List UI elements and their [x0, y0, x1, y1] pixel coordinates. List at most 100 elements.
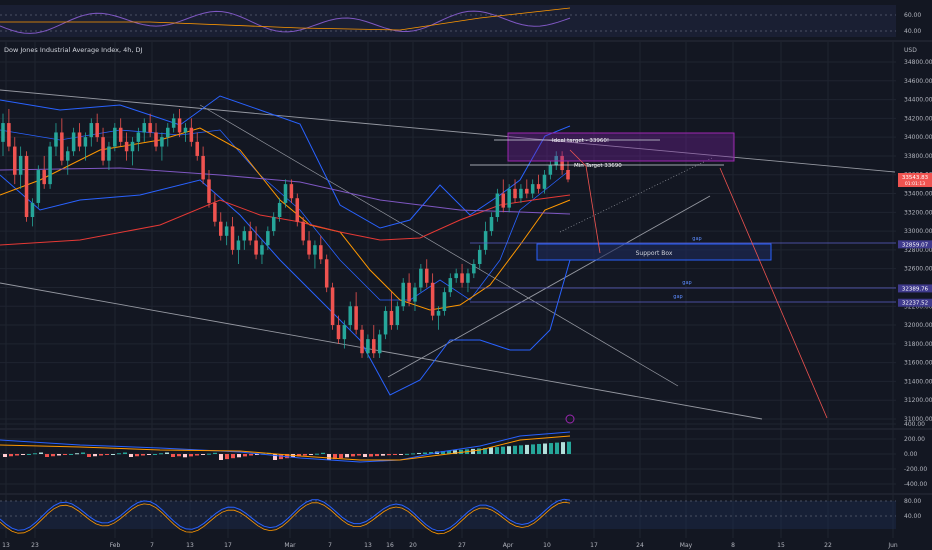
price-tick-label: 33800.00: [904, 153, 932, 160]
candle-body: [42, 170, 46, 185]
candle-body: [224, 226, 229, 236]
rsi-top-tick-40: 40.00: [904, 28, 921, 35]
candle-body: [107, 146, 111, 161]
macd-histogram-bar: [255, 454, 259, 455]
candle-body: [466, 273, 470, 283]
price-tick-label: 34800.00: [904, 59, 932, 66]
candle-body: [454, 273, 458, 279]
candle-body: [354, 306, 358, 330]
candle-body: [289, 184, 294, 199]
level-badge: [898, 298, 932, 307]
macd-histogram-bar: [531, 444, 535, 454]
currency-label: USD: [904, 47, 917, 54]
macd-histogram-bar: [303, 454, 307, 456]
stoch-rsi-pane: 80.00 40.00: [0, 498, 921, 535]
macd-tick-label: 400.00: [904, 421, 925, 428]
candle-body: [24, 155, 29, 218]
candle-body: [95, 123, 99, 138]
ideal-target-box: [507, 132, 735, 162]
candle-body: [377, 334, 382, 354]
macd-histogram-bar: [495, 447, 499, 454]
macd-histogram-bar: [561, 442, 565, 454]
macd-histogram-bar: [381, 454, 385, 456]
time-tick-label: 27: [458, 542, 466, 549]
price-tick-label: 31000.00: [904, 416, 932, 423]
candle-body: [407, 282, 411, 302]
macd-histogram-bar: [189, 454, 193, 457]
rsi-top-pane: 60.00 40.00: [0, 5, 921, 37]
macd-histogram-bar: [183, 454, 187, 458]
macd-histogram-bar: [93, 454, 97, 457]
macd-histogram-bar: [45, 454, 49, 457]
macd-histogram-bar: [111, 454, 115, 455]
time-tick-label: 15: [777, 542, 785, 549]
time-tick-label: 20: [409, 542, 417, 549]
time-tick-label: 13: [364, 542, 372, 549]
projection-arrow-down-long: [719, 167, 828, 419]
macd-histogram-bar: [441, 451, 445, 454]
macd-histogram-bar: [9, 454, 13, 457]
candle-body: [319, 245, 323, 260]
stoch-tick-40: 40.00: [904, 513, 921, 520]
projection-arrow-down-short: [585, 165, 601, 254]
macd-histogram-bar: [225, 454, 229, 460]
macd-histogram-bar: [249, 454, 253, 456]
trendline-mid: [199, 104, 679, 387]
candle-body: [419, 268, 423, 288]
rsi-top-tick-60: 60.00: [904, 12, 921, 19]
candle-body: [460, 273, 464, 283]
candle-body: [342, 325, 347, 340]
macd-histogram-bar: [213, 452, 217, 454]
candle-body: [30, 202, 35, 218]
macd-histogram-bar: [153, 454, 157, 455]
macd-histogram-bar: [471, 448, 475, 454]
candle-body: [89, 123, 94, 138]
macd-histogram-bar: [543, 443, 547, 454]
candle-body: [254, 240, 258, 255]
candle-body: [401, 282, 405, 307]
time-tick-label: 13: [186, 542, 194, 549]
candle-body: [442, 292, 447, 311]
last-price-sub: 01:01:13: [905, 181, 925, 187]
candlestick-series: [1, 108, 570, 358]
candle-body: [154, 132, 158, 147]
time-tick-label: 7: [328, 542, 332, 549]
macd-histogram-bar: [165, 452, 169, 454]
candle-body: [519, 188, 523, 199]
macd-histogram-bar: [375, 454, 379, 457]
macd-histogram-bar: [273, 454, 277, 460]
ideal-target-label: Ideal target - 33960!: [552, 138, 609, 144]
candle-body: [236, 240, 241, 250]
macd-histogram-bar: [69, 454, 73, 455]
candle-body: [366, 339, 370, 354]
time-tick-label: 16: [386, 542, 394, 549]
candle-body: [383, 310, 388, 335]
macd-tick-label: 200.00: [904, 436, 925, 443]
price-tick-label: 32600.00: [904, 266, 932, 273]
candle-body: [142, 123, 147, 133]
macd-tick-label: 0.00: [904, 451, 918, 458]
macd-histogram-bar: [3, 454, 7, 457]
macd-histogram-bar: [141, 454, 145, 456]
macd-histogram-bar: [411, 453, 415, 455]
trendline-upper: [0, 89, 896, 173]
macd-histogram-bar: [243, 454, 247, 457]
macd-histogram-bar: [537, 443, 541, 454]
macd-histogram-bar: [75, 453, 79, 455]
candle-body: [130, 141, 135, 152]
candle-body: [166, 127, 170, 138]
macd-histogram-bar: [207, 453, 211, 455]
candle-body: [36, 170, 41, 203]
macd-histogram-bar: [129, 454, 133, 457]
macd-histogram-bar: [513, 445, 517, 454]
macd-histogram-bar: [237, 454, 241, 458]
time-tick-label: 22: [824, 542, 832, 549]
price-tick-label: 33200.00: [904, 209, 932, 216]
candle-body: [413, 287, 417, 302]
macd-histogram-bar: [525, 444, 529, 454]
gap-label: gap: [673, 294, 682, 300]
macd-histogram-bar: [453, 450, 457, 454]
last-price-label: 33543.83: [902, 175, 929, 181]
